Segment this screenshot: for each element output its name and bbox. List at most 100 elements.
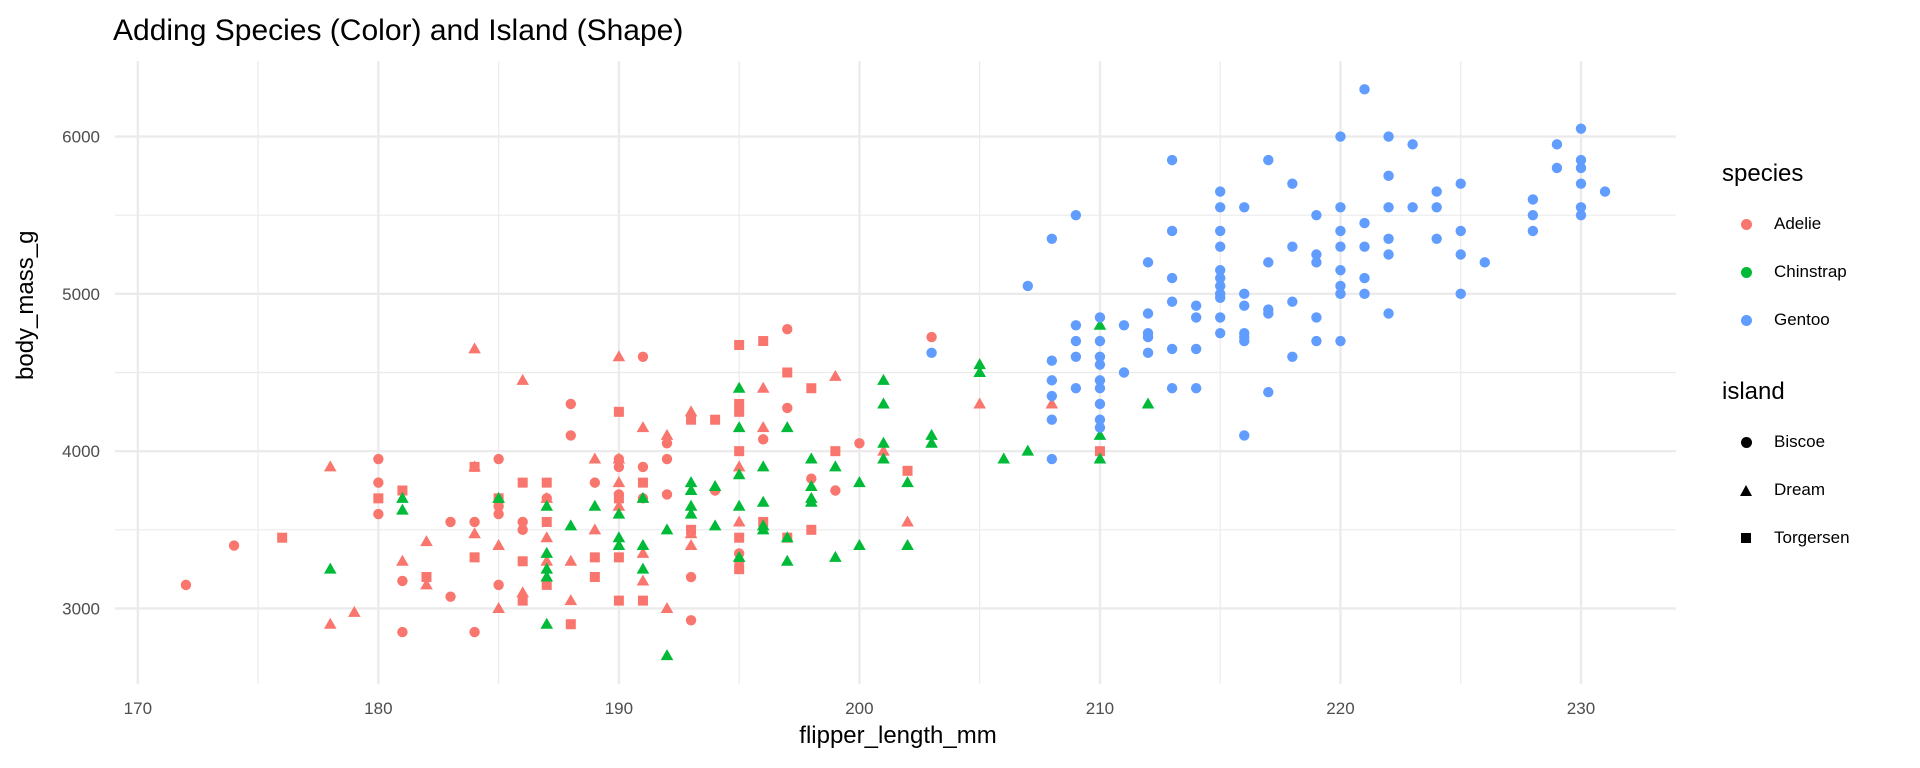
point-chinstrap-dream (829, 460, 842, 472)
point-adelie-biscoe (517, 516, 528, 528)
point-gentoo-biscoe (1527, 225, 1539, 237)
point-adelie-biscoe (373, 477, 384, 488)
point-gentoo-biscoe (1335, 288, 1346, 300)
point-gentoo-biscoe (1166, 296, 1178, 307)
point-adelie-torgersen (637, 595, 648, 606)
point-chinstrap-dream (492, 491, 505, 503)
point-chinstrap-dream (877, 373, 890, 385)
legend-label: Adelie (1774, 214, 1822, 233)
point-adelie-dream (684, 405, 698, 417)
x-tick-label: 180 (364, 699, 392, 718)
point-gentoo-biscoe (1287, 178, 1298, 189)
point-adelie-dream (636, 546, 650, 558)
point-gentoo-biscoe (1070, 320, 1082, 331)
point-adelie-biscoe (637, 351, 649, 362)
y-tick-label: 3000 (62, 599, 100, 618)
point-gentoo-biscoe (1263, 386, 1274, 398)
point-adelie-dream (588, 452, 602, 464)
point-chinstrap-dream (732, 421, 746, 433)
point-chinstrap-dream (540, 562, 554, 574)
point-gentoo-biscoe (1046, 453, 1058, 465)
point-adelie-biscoe (758, 434, 769, 445)
y-axis-label: body_mass_g (12, 230, 39, 380)
point-adelie-biscoe (782, 402, 793, 414)
point-adelie-torgersen (421, 572, 432, 583)
point-chinstrap-dream (973, 358, 986, 370)
point-chinstrap-dream (901, 476, 914, 488)
point-gentoo-biscoe (1359, 272, 1370, 284)
point-gentoo-biscoe (1311, 249, 1322, 260)
gridlines (115, 61, 1676, 684)
point-gentoo-biscoe (1551, 139, 1563, 150)
point-chinstrap-dream (1093, 428, 1107, 440)
point-gentoo-biscoe (1215, 225, 1226, 237)
point-adelie-torgersen (734, 532, 745, 543)
point-gentoo-biscoe (1166, 225, 1178, 237)
point-adelie-torgersen (613, 406, 624, 417)
point-adelie-biscoe (661, 438, 673, 449)
point-gentoo-biscoe (1383, 131, 1394, 142)
point-chinstrap-dream (684, 507, 698, 519)
point-gentoo-biscoe (1383, 249, 1394, 260)
point-chinstrap-dream (708, 480, 722, 492)
point-gentoo-biscoe (1431, 202, 1442, 213)
point-gentoo-biscoe (1359, 288, 1370, 300)
point-gentoo-biscoe (1239, 300, 1250, 311)
point-gentoo-biscoe (1383, 170, 1394, 182)
point-chinstrap-dream (564, 519, 578, 531)
point-gentoo-biscoe (1575, 178, 1587, 189)
point-adelie-torgersen (710, 414, 721, 425)
point-adelie-torgersen (734, 564, 745, 575)
point-adelie-torgersen (277, 532, 288, 543)
point-chinstrap-dream (805, 452, 818, 464)
point-adelie-dream (516, 373, 529, 385)
point-adelie-dream (877, 444, 890, 456)
point-adelie-biscoe (517, 524, 528, 536)
point-adelie-dream (829, 369, 842, 381)
point-chinstrap-dream (540, 499, 554, 511)
data-points (180, 84, 1611, 661)
point-adelie-torgersen (734, 398, 745, 409)
point-gentoo-biscoe (1142, 308, 1154, 319)
point-adelie-torgersen (565, 619, 576, 630)
point-adelie-biscoe (493, 453, 504, 465)
point-gentoo-biscoe (1263, 257, 1274, 268)
point-gentoo-biscoe (1094, 335, 1106, 347)
point-gentoo-biscoe (1215, 292, 1226, 303)
point-gentoo-biscoe (1383, 233, 1394, 244)
circle-icon (1734, 212, 1758, 236)
point-adelie-torgersen (686, 414, 697, 425)
point-chinstrap-dream (1021, 444, 1035, 456)
circle-icon (1734, 260, 1758, 284)
point-gentoo-biscoe (1455, 178, 1466, 189)
point-chinstrap-dream (997, 452, 1011, 464)
point-gentoo-biscoe (1335, 131, 1346, 142)
point-chinstrap-dream (829, 550, 842, 562)
point-adelie-dream (588, 523, 602, 535)
point-adelie-torgersen (902, 465, 913, 476)
point-adelie-biscoe (589, 477, 601, 488)
point-chinstrap-dream (877, 452, 890, 464)
point-chinstrap-dream (756, 495, 770, 507)
point-gentoo-biscoe (1383, 202, 1394, 213)
point-gentoo-biscoe (1311, 257, 1322, 268)
point-adelie-dream (564, 594, 578, 606)
point-gentoo-biscoe (1166, 383, 1178, 394)
point-chinstrap-dream (1093, 452, 1107, 464)
point-gentoo-biscoe (1359, 84, 1370, 95)
point-chinstrap-dream (853, 476, 866, 488)
point-gentoo-biscoe (1215, 280, 1226, 292)
point-gentoo-biscoe (1190, 343, 1202, 355)
point-gentoo-biscoe (1431, 186, 1442, 197)
point-adelie-dream (468, 527, 481, 539)
point-adelie-torgersen (758, 336, 769, 347)
point-adelie-dream (660, 601, 674, 613)
point-adelie-torgersen (637, 477, 648, 488)
point-gentoo-biscoe (1575, 202, 1587, 213)
point-adelie-biscoe (613, 461, 625, 473)
point-adelie-dream (396, 554, 409, 566)
point-gentoo-biscoe (1070, 209, 1082, 221)
point-adelie-torgersen (782, 367, 793, 378)
point-gentoo-biscoe (1335, 265, 1346, 276)
point-adelie-biscoe (854, 438, 865, 449)
